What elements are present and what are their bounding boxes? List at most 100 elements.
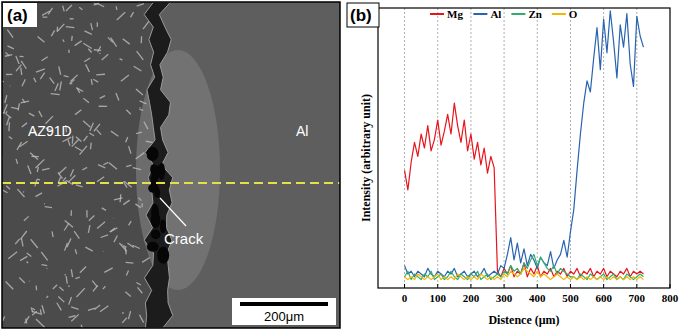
dendrite [27,261,28,263]
region-label: AZ91D [28,123,72,139]
dendrite [59,167,67,174]
dendrite [79,7,82,10]
dendrite [55,83,58,91]
dendrite [104,268,112,273]
dendrite [19,278,25,283]
dendrite [92,281,97,287]
dendrite [117,12,125,20]
dendrite [126,137,128,142]
dendrite [109,162,117,169]
dendrite [76,185,83,187]
dendrite [101,235,108,238]
dendrite [37,179,40,181]
dendrite [88,225,90,233]
dendrite [126,165,131,166]
dendrite [70,169,73,176]
x-tick-label: 400 [529,292,546,304]
dendrite [120,59,123,60]
dendrite [108,37,113,42]
dendrite [85,247,92,251]
series-line [405,11,644,277]
y-axis-title: Intensity (arbitrary unit) [359,94,373,222]
dendrite [136,153,145,159]
dendrite [57,303,62,311]
dendrite [22,79,25,86]
dendrite [122,318,127,323]
dendrite [40,73,44,80]
dendrite [30,153,38,160]
dendrite [66,5,72,11]
figure: (a)AZ91DAlCrack200μm01002003004005006007… [0,0,692,331]
dendrite [22,123,27,127]
legend-swatch [511,13,525,15]
dendrite [97,222,105,229]
dendrite [7,117,10,126]
dendrite [144,122,148,129]
grid-line [537,8,538,288]
dendrite [103,286,106,289]
dendrite [70,18,74,20]
dendrite [17,189,24,197]
dendrite [125,292,131,297]
dendrite [102,54,109,60]
legend: MgAlZnO [430,8,578,20]
crack-band [144,2,173,328]
dendrite [23,191,25,193]
dendrite [83,98,89,103]
dendrite [51,93,60,95]
dendrite [102,251,104,253]
dendrite [97,22,98,27]
dendrite [46,296,48,298]
dendrite [24,216,29,220]
x-tick-label: 800 [662,292,679,304]
x-axis-title: Distence (μm) [488,313,559,327]
dendrite [3,316,5,321]
dendrite [67,238,71,247]
pore [157,247,169,264]
dendrite [6,186,10,189]
pore [150,164,157,175]
pore [147,147,159,161]
dendrite [139,315,143,323]
dendrite [86,64,90,72]
dendrite [75,277,79,279]
pore [147,242,159,252]
dendrite [100,306,108,312]
x-tick-label: 600 [595,292,612,304]
scale-bar [240,302,328,306]
dendrite [58,296,64,302]
dendrite [99,106,107,107]
pore [159,163,165,180]
dendrite [63,39,64,42]
dendrite [110,228,117,232]
grid-line [504,8,505,288]
dendrite [35,193,42,197]
legend-swatch [552,13,566,15]
dendrite [116,93,119,101]
grid-line [603,8,604,288]
dendrite [91,79,93,85]
dendrite [129,221,132,225]
series-line [405,254,644,279]
dendrite [43,203,45,205]
dendrite [138,198,141,201]
dendrite [121,75,129,81]
dendrite [68,139,70,145]
panel-letter: (a) [7,6,28,25]
dendrite [137,4,144,6]
dendrite [75,110,81,115]
dendrite [140,109,144,110]
dendrite [21,61,26,69]
dendrite [129,146,131,153]
dendrite [68,50,70,53]
dendrite [5,55,12,57]
legend-label: Mg [447,8,463,20]
dendrite [82,167,87,170]
legend-swatch [430,13,444,15]
dendrite [9,136,12,139]
grid-line [636,8,637,288]
dendrite [119,243,127,251]
letter-box [347,3,379,27]
dendrite [46,268,48,270]
dendrite [114,235,117,242]
